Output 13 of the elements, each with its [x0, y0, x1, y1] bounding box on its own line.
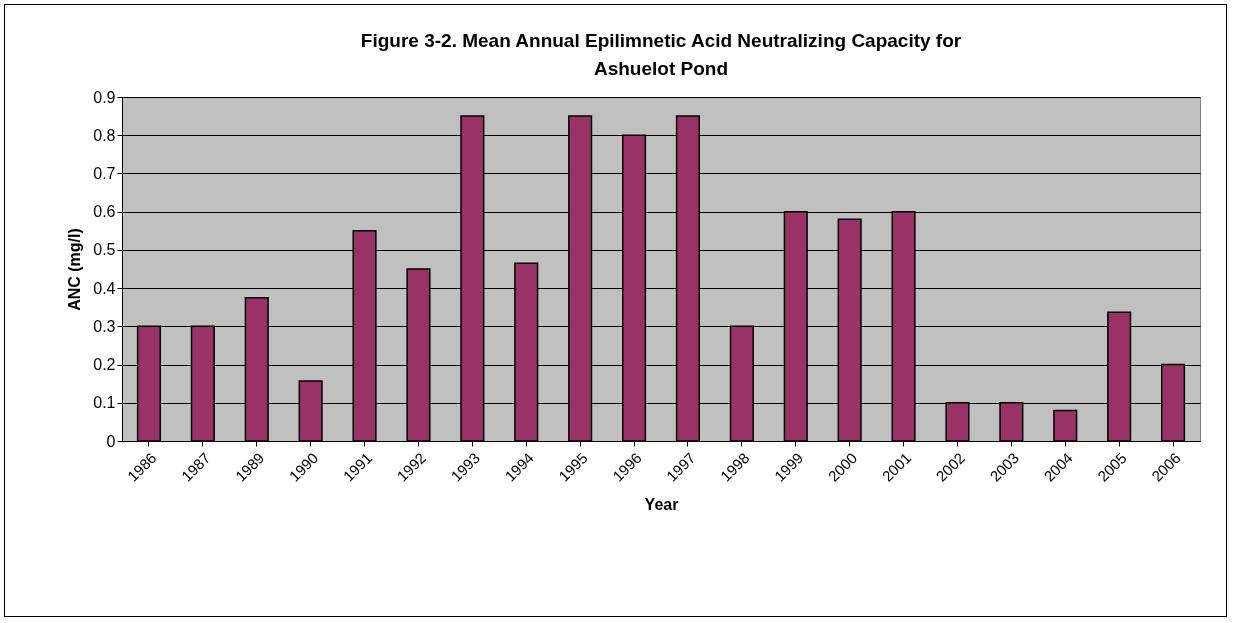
y-tick-label: 0.2 — [93, 356, 116, 374]
y-tick-label: 0.4 — [93, 279, 116, 297]
y-tick-label: 0 — [106, 432, 116, 450]
y-tick-label: 0.3 — [93, 317, 116, 335]
y-tick-label: 0.6 — [93, 203, 116, 221]
y-tick-label: 0.9 — [93, 88, 116, 106]
chart-title: Figure 3-2. Mean Annual Epilimnetic Acid Neutralizing Capacity for Ashuelot Pond — [360, 30, 962, 79]
y-tick-label: 0.8 — [93, 126, 116, 144]
y-tick-label: 0.5 — [93, 241, 116, 259]
x-axis-title: Year — [644, 495, 679, 513]
y-tick-label: 0.7 — [93, 164, 116, 182]
y-tick-label: 0.1 — [93, 394, 116, 412]
y-axis-title: ANC (mg/l) — [66, 228, 84, 311]
